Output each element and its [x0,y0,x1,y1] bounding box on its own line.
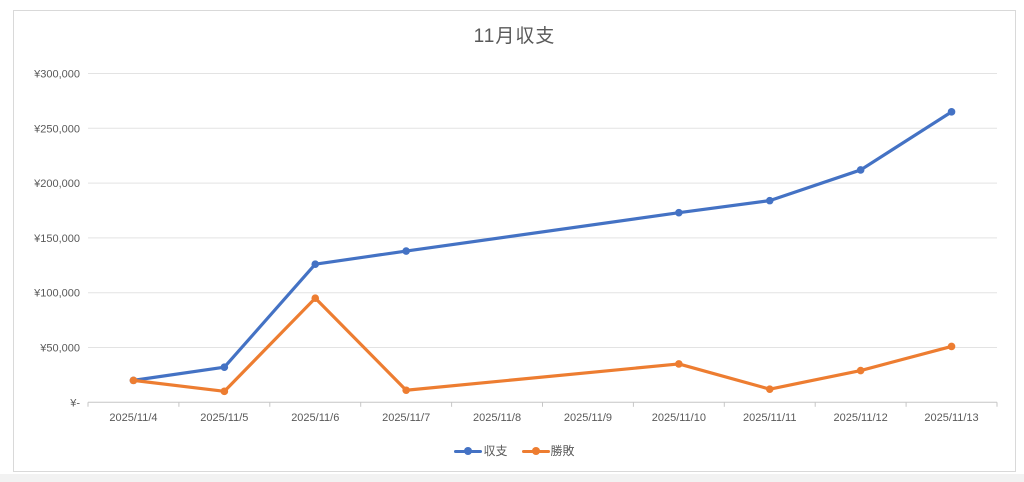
x-axis-label[interactable]: 2025/11/13 [924,412,978,424]
x-axis-label[interactable]: 2025/11/10 [652,412,706,424]
series-marker-0[interactable] [220,363,229,372]
y-axis-label[interactable]: ¥150,000 [33,233,80,245]
legend-swatch-winloss [521,443,550,459]
x-axis-label[interactable]: 2025/11/9 [564,412,612,424]
chart-area[interactable] [13,10,1016,472]
series-marker-1[interactable] [402,386,410,395]
series-marker-1[interactable] [129,376,138,385]
x-axis-label[interactable]: 2025/11/7 [382,412,430,424]
worksheet-background-strip [0,474,1024,482]
x-axis-label[interactable]: 2025/11/6 [291,412,339,424]
series-marker-0[interactable] [402,247,410,255]
x-axis-label[interactable]: 2025/11/8 [473,412,521,424]
y-axis-label[interactable]: ¥300,000 [33,69,80,81]
legend-item-balance[interactable]: 収支 [454,443,508,459]
series-marker-1[interactable] [220,387,229,396]
y-axis-label[interactable]: ¥100,000 [33,288,80,300]
series-marker-1[interactable] [675,360,683,368]
y-axis-label[interactable]: ¥250,000 [33,123,80,135]
x-axis-label[interactable]: 2025/11/11 [743,412,796,424]
series-marker-1[interactable] [311,294,320,302]
y-axis-label[interactable]: ¥- [69,397,80,409]
series-marker-1[interactable] [856,366,865,375]
x-axis-label[interactable]: 2025/11/12 [834,412,888,424]
legend-label-balance: 収支 [483,444,508,458]
series-marker-1[interactable] [947,342,956,351]
series-marker-0[interactable] [856,166,865,174]
legend-label-winloss: 勝敗 [550,444,575,458]
series-marker-0[interactable] [947,108,956,116]
series-line-0[interactable] [131,110,954,382]
legend-marker-icon [464,447,473,455]
legend-swatch-balance [454,443,483,459]
x-axis-label[interactable]: 2025/11/5 [200,412,248,424]
legend-item-winloss[interactable]: 勝敗 [521,443,575,459]
series-line-1[interactable] [131,296,954,393]
y-axis-label[interactable]: ¥50,000 [39,343,80,355]
chart-title[interactable]: 11月収支 [473,26,556,47]
series-marker-1[interactable] [765,385,774,393]
y-axis-label[interactable]: ¥200,000 [33,178,80,190]
legend-marker-icon [531,447,540,455]
chart-legend: 収支 勝敗 [13,443,1016,459]
x-axis-label[interactable]: 2025/11/4 [109,412,157,424]
series-marker-0[interactable] [765,196,774,205]
series-marker-0[interactable] [675,208,683,217]
series-marker-0[interactable] [311,260,320,269]
